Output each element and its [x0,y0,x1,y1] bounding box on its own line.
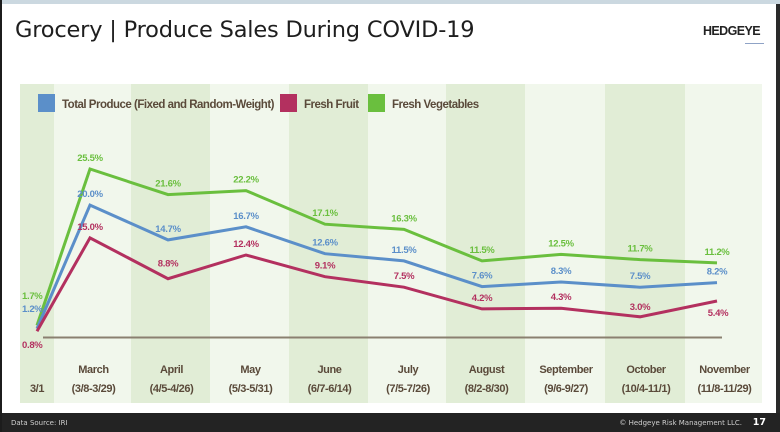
x-tick-range: (7/5-7/26) [386,383,430,395]
copyright: © Hedgeye Risk Management LLC. [619,419,742,427]
data-label: 8.8% [158,259,179,270]
x-tick-range: (8/2-8/30) [465,383,509,395]
page-number: 17 [752,417,766,428]
data-label: 11.7% [628,244,654,255]
background-bands [20,84,762,403]
x-tick-range: (10/4-11/1) [622,383,672,395]
x-tick-month: September [539,364,593,376]
category-band [685,84,762,403]
data-label: 9.1% [315,261,336,272]
chart-legend: Total Produce (Fixed and Random-Weight) F… [38,94,479,112]
data-label: 8.3% [551,266,572,277]
x-tick-month: October [626,364,666,376]
data-label: 12.6% [312,238,338,249]
x-tick-range: (11/8-11/29) [698,383,753,395]
data-label: 12.4% [233,239,259,250]
data-label: 7.6% [472,271,493,282]
legend-swatch-fresh-vegetables [368,94,385,112]
hedgeye-logo: HEDGEYE [703,24,761,38]
category-band [289,84,368,403]
x-tick-month: November [699,364,751,376]
x-tick-month: August [469,364,505,376]
x-axis-labels: 3/1 March (3/8-3/29) April (4/5-4/26) May (5/3… [30,364,753,395]
legend-label: Fresh Fruit [304,99,359,111]
data-label: 11.2% [705,247,731,258]
data-label: 22.2% [233,175,259,186]
data-label: 11.5% [470,245,496,256]
data-label: 4.2% [472,293,493,304]
x-tick-range: (5/3-5/31) [229,383,273,395]
category-band [131,84,210,403]
data-label: 20.0% [77,189,103,200]
category-band [446,84,525,403]
x-tick-range: (3/8-3/29) [72,383,116,395]
series-line-fresh-fruit [35,235,718,332]
data-label: 14.7% [155,224,181,235]
data-label: 1.7% [22,291,43,302]
x-tick-range: (9/6-9/27) [544,383,588,395]
category-band [210,84,289,403]
category-band [20,84,54,403]
legend-label: Fresh Vegetables [392,99,479,111]
data-source: Data Source: IRI [11,419,68,427]
slide-title: Grocery | Produce Sales During COVID-19 [15,17,475,43]
category-band [605,84,685,403]
series-line-total-produce [35,203,718,330]
category-band [368,84,446,403]
category-band [54,84,131,403]
data-label: 16.3% [391,213,417,224]
x-tick-month: July [398,364,420,376]
x-tick-month: May [240,364,261,376]
x-tick-month: April [160,364,183,376]
data-label: 16.7% [233,211,259,222]
data-label: 3.0% [630,302,651,313]
x-tick-range: 3/1 [30,383,44,395]
data-label: 8.2% [707,267,728,278]
data-label: 5.4% [708,308,729,319]
right-border [776,4,780,414]
series-lines [35,167,718,332]
x-tick-month: June [317,364,341,376]
x-tick-range: (6/7-6/14) [308,383,352,395]
legend-swatch-total-produce [38,94,55,112]
footer-bar: Data Source: IRI © Hedgeye Risk Manageme… [2,413,780,432]
series-line-fresh-vegetables [35,167,718,326]
data-label: 11.5% [392,245,418,256]
left-border [0,0,2,432]
top-strip [0,0,780,4]
data-label: 7.5% [630,271,651,282]
data-label: 7.5% [394,271,415,282]
data-label: 15.0% [77,222,103,233]
data-labels: 1.7% 25.5% 21.6% 22.2% 17.1% 16.3% 11.5% 12.5% 1… [22,153,731,351]
x-tick-range: (4/5-4/26) [150,383,194,395]
logo-underline [745,43,764,44]
data-label: 17.1% [312,208,338,219]
legend-label: Total Produce (Fixed and Random-Weight) [62,99,275,111]
data-label: 12.5% [548,238,574,249]
data-label: 1.2% [22,304,43,315]
x-tick-month: March [78,364,109,376]
legend-swatch-fresh-fruit [280,94,297,112]
data-label: 21.6% [155,179,181,190]
data-label: 25.5% [77,153,103,164]
data-label: 4.3% [551,292,572,303]
category-band [525,84,605,403]
data-label: 0.8% [22,340,43,351]
